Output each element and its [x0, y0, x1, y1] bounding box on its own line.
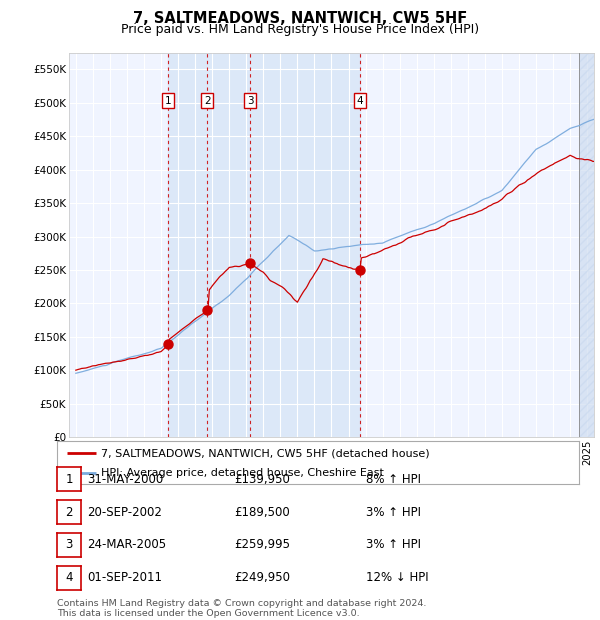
Text: 20-SEP-2002: 20-SEP-2002	[87, 506, 162, 518]
Text: 3% ↑ HPI: 3% ↑ HPI	[366, 506, 421, 518]
Text: 3: 3	[247, 95, 254, 106]
Text: 12% ↓ HPI: 12% ↓ HPI	[366, 572, 428, 584]
Text: 7, SALTMEADOWS, NANTWICH, CW5 5HF (detached house): 7, SALTMEADOWS, NANTWICH, CW5 5HF (detac…	[101, 448, 430, 458]
Text: 3: 3	[65, 539, 73, 551]
Text: HPI: Average price, detached house, Cheshire East: HPI: Average price, detached house, Ches…	[101, 468, 384, 478]
Text: 4: 4	[65, 572, 73, 584]
Text: 4: 4	[356, 95, 363, 106]
Text: 3% ↑ HPI: 3% ↑ HPI	[366, 539, 421, 551]
Text: £189,500: £189,500	[234, 506, 290, 518]
Text: £139,950: £139,950	[234, 473, 290, 485]
Text: 2: 2	[204, 95, 211, 106]
Text: 31-MAY-2000: 31-MAY-2000	[87, 473, 163, 485]
Text: 1: 1	[165, 95, 172, 106]
Text: Price paid vs. HM Land Registry's House Price Index (HPI): Price paid vs. HM Land Registry's House …	[121, 23, 479, 36]
Text: Contains HM Land Registry data © Crown copyright and database right 2024.: Contains HM Land Registry data © Crown c…	[57, 600, 427, 608]
Text: 1: 1	[65, 473, 73, 485]
Text: 01-SEP-2011: 01-SEP-2011	[87, 572, 162, 584]
Text: This data is licensed under the Open Government Licence v3.0.: This data is licensed under the Open Gov…	[57, 609, 359, 618]
Text: 2: 2	[65, 506, 73, 518]
Text: £249,950: £249,950	[234, 572, 290, 584]
Text: 7, SALTMEADOWS, NANTWICH, CW5 5HF: 7, SALTMEADOWS, NANTWICH, CW5 5HF	[133, 11, 467, 26]
Text: £259,995: £259,995	[234, 539, 290, 551]
Text: 24-MAR-2005: 24-MAR-2005	[87, 539, 166, 551]
Bar	[578, 53, 594, 437]
Bar	[168, 53, 360, 437]
Text: 8% ↑ HPI: 8% ↑ HPI	[366, 473, 421, 485]
